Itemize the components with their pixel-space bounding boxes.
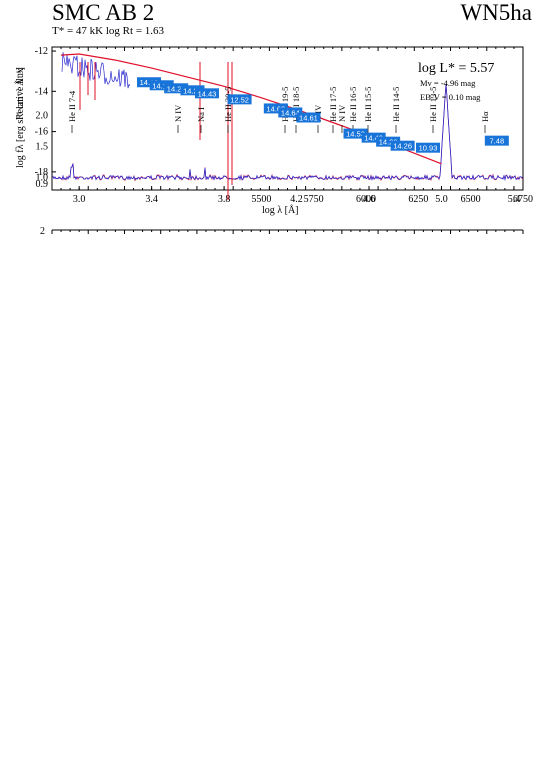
photometry-label: 14.26 [379, 138, 398, 147]
photometry-box [263, 103, 288, 114]
photometry-box [149, 80, 174, 91]
photometry-box [164, 83, 189, 94]
observed-normalized [51, 84, 524, 182]
line-id-label: He II 17-5 [328, 87, 338, 122]
model-sed-line [61, 53, 442, 165]
photometry-label: 14.53 [346, 130, 365, 139]
photometry-label: 10.93 [419, 144, 438, 153]
x2-tick-label: 6000 [356, 194, 376, 205]
line-id-label: Na I [196, 107, 206, 122]
color-excess: EB-V = 0.10 mag [420, 92, 481, 102]
line-id-label: He II 14-5 [391, 87, 401, 122]
line-id-label: He II 16-5 [348, 87, 358, 122]
photometry-box [227, 94, 252, 105]
photometry-label: 14.19 [140, 78, 159, 87]
photometry-label: 14.43 [198, 89, 217, 98]
photometry-box [390, 140, 415, 151]
photometry-box [296, 112, 321, 123]
line-id-label: He II 13-5 [428, 87, 438, 122]
x-tick-label: 3.0 [73, 194, 86, 205]
photometry-label: 14.64 [281, 108, 300, 117]
photometry-box [137, 77, 162, 88]
photometry-label: 14.61 [299, 113, 318, 122]
y-tick-label: -16 [35, 127, 48, 138]
photometry-label: 14.49 [364, 134, 383, 143]
luminosity-label: log L* = 5.57 [418, 61, 494, 76]
y-tick-label: -18 [35, 167, 48, 178]
x-tick-label: 4.6 [363, 194, 376, 205]
photometry-label: 12.52 [230, 95, 249, 104]
observed-uv [61, 52, 131, 89]
spectral-class: WN5ha [460, 0, 532, 25]
x-tick-label: 4.2 [290, 194, 303, 205]
second-panel-ylabel: 2 [40, 226, 45, 237]
x2-tick-label: 6250 [408, 194, 428, 205]
relative-flux-label: Relative flux [15, 68, 26, 120]
y2-tick-label: 1.0 [36, 173, 49, 184]
x-tick-label: 5.4 [508, 194, 521, 205]
x-tick-label: 5.0 [435, 194, 448, 205]
y2-tick-label: 2.0 [36, 110, 49, 121]
photometry-label: 14.27 [167, 84, 186, 93]
photometry-label: 14.62 [266, 104, 285, 113]
line-id-label: He II 15-5 [363, 87, 373, 122]
y-tick-label: -14 [35, 86, 48, 97]
x2-tick-label: 6750 [513, 194, 533, 205]
y-tick-label: -12 [35, 46, 48, 57]
line-id-label: N IV [173, 104, 183, 122]
line-id-label: He II 18-5 [291, 87, 301, 122]
axis-ticks: 3.0 3.4 3.8 4.2 4.6 5.0 5.4 -12 -14 -16 -18 5500 575… [35, 46, 533, 205]
photometry-markers: 14.1914.1414.2714.2614.4312.5214.6214.64… [137, 77, 509, 153]
x2-tick-label: 5500 [251, 194, 271, 205]
photometry-box [343, 128, 368, 139]
x-axis-label: log λ [Å] [262, 204, 299, 216]
y-axis-label: log fλ [erg s⁻¹ cm⁻² Å⁻¹] [14, 67, 26, 168]
photometry-label: 14.26 [393, 142, 412, 151]
photometry-box [415, 142, 440, 153]
photometry-label: 14.26 [183, 86, 202, 95]
x-tick-label: 3.8 [218, 194, 231, 205]
observed-spectrum [51, 52, 524, 182]
stellar-parameters: T* = 47 kK log Rt = 1.63 [52, 25, 165, 37]
line-id-label: N IV [337, 104, 347, 122]
x2-tick-label: 5750 [304, 194, 324, 205]
photometry-box [484, 135, 509, 146]
photometry-box [376, 136, 401, 147]
photometry-box [361, 132, 386, 143]
y2-tick-label: 0.9 [36, 179, 49, 190]
x-tick-label: 3.4 [145, 194, 158, 205]
photometry-label: 7.48 [490, 137, 505, 146]
photometry-box [180, 85, 205, 96]
photometry-box [278, 107, 303, 118]
absolute-magnitude: Mv = -4.96 mag [420, 78, 476, 88]
line-id-label: He II 7-4 [67, 90, 77, 122]
star-name: SMC AB 2 [52, 0, 155, 25]
line-id-label: Hα [480, 111, 490, 122]
second-panel-ticks [51, 230, 524, 234]
y2-tick-label: 1.5 [36, 141, 49, 152]
x2-tick-label: 6500 [461, 194, 481, 205]
photometry-box [194, 88, 219, 99]
photometry-label: 14.14 [152, 81, 171, 90]
